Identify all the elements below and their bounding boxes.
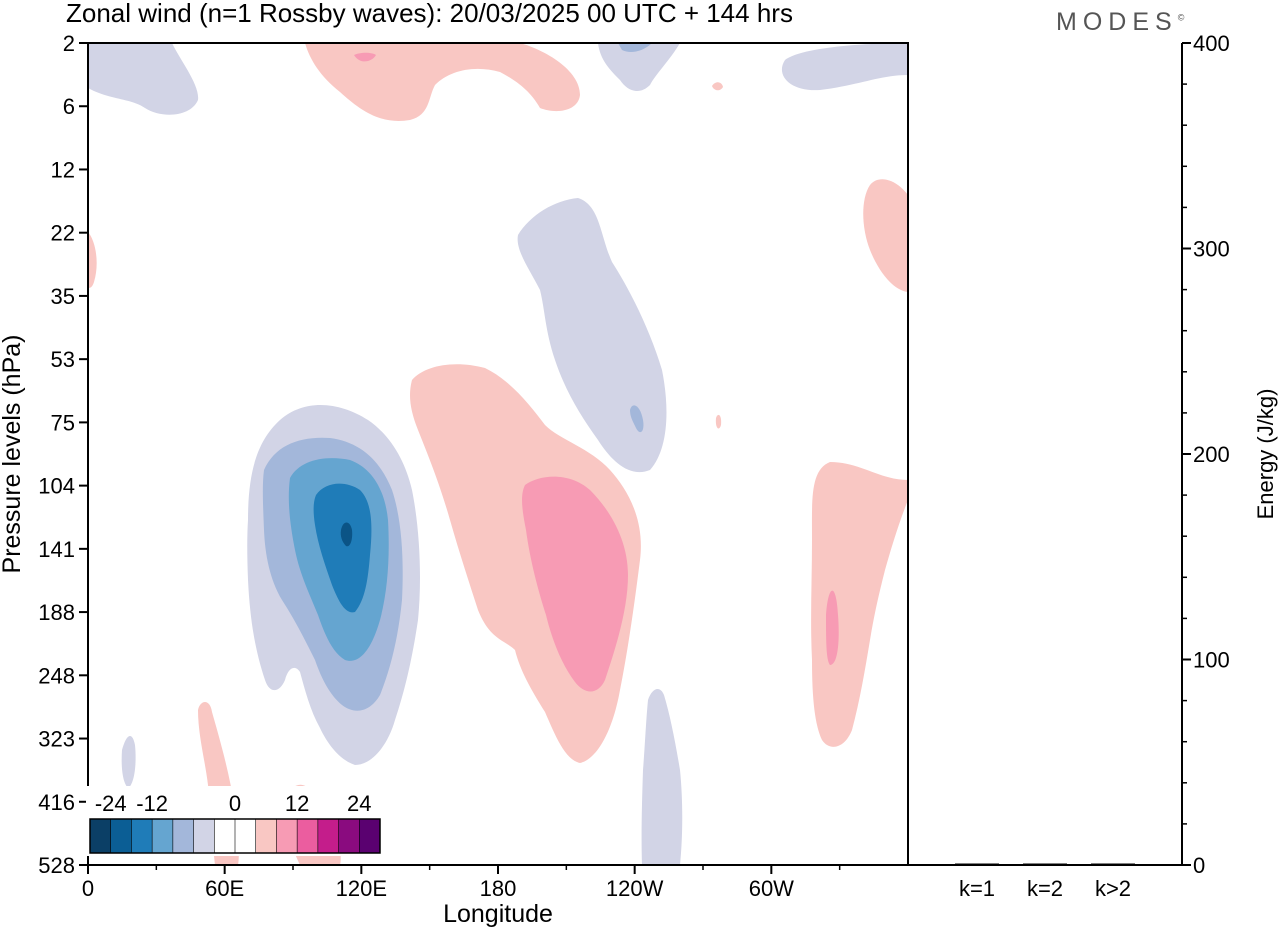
energy-bar <box>1091 863 1135 865</box>
y-tick-label: 6 <box>63 94 75 119</box>
brand-mark: © <box>1177 12 1185 23</box>
energy-tick-label: 200 <box>1193 442 1230 467</box>
x-tick-label: 120W <box>606 876 664 901</box>
colorbar-swatch <box>297 819 319 853</box>
contour-neg-diagonal-core <box>630 405 644 433</box>
x-tick-label: 60E <box>205 876 244 901</box>
colorbar-swatch <box>214 819 236 853</box>
x-axis: 0 60E 120E 180 120W 60W <box>82 865 841 901</box>
y-axis: 2 6 12 22 35 53 75 104 141 188 248 323 416 528 <box>38 31 88 878</box>
y-tick-label: 188 <box>38 600 75 625</box>
contour-pos-dot <box>712 82 723 91</box>
colorbar-swatch <box>172 819 194 853</box>
contour-neg-diagonal <box>517 198 667 473</box>
y-tick-label: 416 <box>38 790 75 815</box>
energy-tick-label: 400 <box>1193 31 1230 56</box>
y-tick-label: 141 <box>38 537 75 562</box>
contour-pos-dot-2 <box>715 414 722 429</box>
colorbar-tick-label: -24 <box>95 791 127 816</box>
energy-category-label: k=1 <box>959 876 995 901</box>
colorbar-frame <box>89 818 381 854</box>
energy-tick-label: 100 <box>1193 648 1230 673</box>
contour-neg-lower-left <box>121 735 136 788</box>
colorbar-swatch <box>255 819 277 853</box>
energy-bar <box>955 863 999 865</box>
energy-category-label: k=2 <box>1027 876 1063 901</box>
contour-pos-right <box>811 462 908 747</box>
colorbar-swatch <box>90 819 112 853</box>
y-tick-label: 22 <box>51 221 75 246</box>
modes-logo: MODES© <box>1056 8 1184 37</box>
brand-text: MODES <box>1056 8 1178 36</box>
y-tick-label: 2 <box>63 31 75 56</box>
x-tick-label: 60W <box>749 876 794 901</box>
colorbar-swatch <box>359 819 381 853</box>
colorbar-swatch <box>193 819 215 853</box>
energy-category-label: k>2 <box>1095 876 1131 901</box>
contour-pos-central-core <box>522 476 628 692</box>
energy-bar <box>1023 863 1067 865</box>
contour-neg-main-5 <box>340 522 353 547</box>
colorbar-swatch <box>110 819 132 853</box>
contour-neg-lower-mid <box>641 688 683 865</box>
colorbar-swatch <box>152 819 174 853</box>
chart-title: Zonal wind (n=1 Rossby waves): 20/03/202… <box>66 0 793 28</box>
energy-tick-label: 0 <box>1193 853 1205 878</box>
colorbar-tick-label: 12 <box>285 791 309 816</box>
colorbar-tick-label: -12 <box>136 791 168 816</box>
contour-pos-top <box>305 43 580 121</box>
energy-axis-label: Energy (J/kg) <box>1253 389 1278 520</box>
colorbar-tick-label: 24 <box>347 791 371 816</box>
y-tick-label: 35 <box>51 284 75 309</box>
contour-pos-top-core <box>354 52 376 62</box>
colorbar-swatch <box>276 819 298 853</box>
x-tick-label: 180 <box>480 876 517 901</box>
colorbar-swatch <box>235 819 257 853</box>
contour-neg-main-4 <box>313 483 372 613</box>
contour-pos-right-core <box>826 590 839 665</box>
colorbar-swatch <box>338 819 360 853</box>
y-tick-label: 53 <box>51 347 75 372</box>
y-tick-label: 323 <box>38 727 75 752</box>
x-tick-label: 0 <box>82 876 94 901</box>
y-tick-label: 75 <box>51 410 75 435</box>
colorbar-swatch <box>317 819 339 853</box>
colorbar: -24 -12 0 12 24 <box>86 786 384 856</box>
y-tick-label: 12 <box>51 157 75 182</box>
contour-pos-left-edge <box>88 232 97 288</box>
contour-neg-top-mid-core <box>618 43 652 53</box>
energy-panel: 0 100 200 300 400 k=1 k=2 k>2 <box>908 31 1230 901</box>
y-axis-label: Pressure levels (hPa) <box>0 335 26 574</box>
contour-pos-upper-right <box>863 179 908 292</box>
contour-field <box>87 42 909 866</box>
y-tick-label: 104 <box>38 474 75 499</box>
energy-tick-label: 300 <box>1193 237 1230 262</box>
contour-neg-top-left <box>88 43 199 115</box>
contour-neg-top-mid <box>598 43 680 92</box>
colorbar-swatch <box>131 819 153 853</box>
y-tick-label: 528 <box>38 853 75 878</box>
colorbar-tick-label: 0 <box>229 791 241 816</box>
y-tick-label: 248 <box>38 663 75 688</box>
x-tick-label: 120E <box>336 876 387 901</box>
x-axis-label: Longitude <box>443 900 553 928</box>
contour-neg-top-right <box>781 43 908 91</box>
